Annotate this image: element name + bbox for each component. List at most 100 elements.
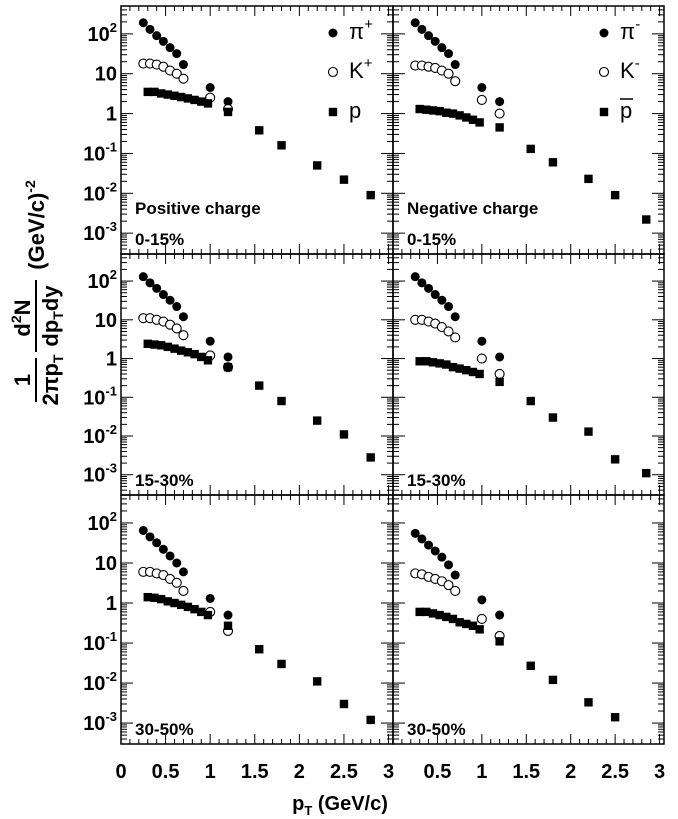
point-p-1 <box>150 340 159 349</box>
y-tick-label: 10-3 <box>83 219 117 245</box>
point-K-8 <box>494 368 505 380</box>
point-p-4 <box>170 598 179 608</box>
point-pbar-13 <box>584 698 593 707</box>
point-K-5 <box>443 68 454 79</box>
point-p-14 <box>339 430 349 439</box>
point--4 <box>165 43 175 53</box>
point--8 <box>223 352 233 362</box>
point-p-13 <box>312 161 322 170</box>
point-p-4 <box>170 344 179 353</box>
panel-centrality: 0-15% <box>135 230 184 249</box>
legend-marker-1 <box>327 66 339 78</box>
y-tick-label: 10-2 <box>83 422 117 448</box>
point--7 <box>477 83 487 93</box>
point-p-10 <box>223 362 233 372</box>
point-K-6 <box>450 332 461 343</box>
point--3 <box>158 36 168 46</box>
y-label-frac1-den: 2πpT <box>38 354 66 406</box>
point-p-7 <box>190 95 199 105</box>
point-p-0 <box>143 339 152 349</box>
point--2 <box>424 31 434 41</box>
point-p-5 <box>176 92 186 102</box>
point--3 <box>158 544 168 554</box>
point-p-12 <box>277 659 286 669</box>
y-tick-label: 1 <box>106 593 117 615</box>
point-K-5 <box>171 577 182 588</box>
point-pbar-2 <box>428 358 438 367</box>
point-K-6 <box>450 76 461 87</box>
y-tick-label: 10-2 <box>83 179 117 205</box>
point-p-8 <box>197 97 206 106</box>
point-p-8 <box>197 607 206 617</box>
legend-marker-0 <box>599 28 609 38</box>
x-tick-label: 3 <box>654 761 665 783</box>
panel-centrality: 15-30% <box>135 471 194 490</box>
panel-middle-left: 15-30% <box>120 253 394 496</box>
point-p-2 <box>156 594 166 604</box>
x-tick-label: 1 <box>476 761 487 783</box>
point-pbar-0 <box>415 357 424 366</box>
point-p-10 <box>223 107 233 117</box>
point-K-5 <box>443 326 454 337</box>
legend-marker-2 <box>599 107 609 117</box>
point-pbar-9 <box>475 369 484 379</box>
point--2 <box>152 31 162 41</box>
legend-label-0: π- <box>620 16 640 44</box>
x-tick-label: 0 <box>115 761 126 783</box>
point--5 <box>444 560 454 570</box>
y-tick-label: 10-2 <box>83 669 117 695</box>
y-label-frac2-num: d2N <box>8 299 35 336</box>
point--3 <box>430 36 440 46</box>
point-pbar-7 <box>462 366 471 375</box>
point--2 <box>424 283 434 293</box>
point-p-8 <box>197 352 206 362</box>
point--2 <box>152 538 162 548</box>
point--8 <box>495 610 505 620</box>
x-axis-label-unit: (GeV/c) <box>312 793 388 815</box>
point-pbar-8 <box>468 367 478 377</box>
point-pbar-0 <box>415 607 424 617</box>
point-pbar-2 <box>428 609 438 618</box>
legend-marker-1 <box>598 66 610 78</box>
point-pbar-6 <box>455 618 464 627</box>
point--8 <box>223 610 233 620</box>
point--4 <box>437 43 447 53</box>
point-K-6 <box>178 73 189 84</box>
point-p-7 <box>190 605 199 614</box>
point-pbar-9 <box>475 118 484 127</box>
point--5 <box>172 302 182 312</box>
y-tick-label: 10 <box>95 64 117 86</box>
point-pbar-12 <box>548 413 558 422</box>
point-p-15 <box>366 715 375 725</box>
point-K-6 <box>178 585 189 597</box>
point-p-11 <box>255 126 264 135</box>
point-K-7 <box>476 613 487 624</box>
point-pbar-1 <box>422 357 431 366</box>
legend-marker-2 <box>328 107 338 117</box>
point-pbar-8 <box>468 115 478 124</box>
point-pbar-4 <box>442 360 451 369</box>
point-p-10 <box>223 621 233 630</box>
point-p-0 <box>143 87 152 97</box>
y-tick-label: 102 <box>88 267 117 293</box>
panel-centrality: 30-50% <box>135 720 194 739</box>
point-pbar-7 <box>462 113 471 122</box>
point--4 <box>165 295 175 305</box>
x-tick-label: 0.5 <box>152 761 180 783</box>
point-K-7 <box>476 353 487 364</box>
x-tick-label: 2.5 <box>330 761 358 783</box>
axes-text-group: 10-310-210-111010210-310-210-111010210-3… <box>83 20 665 783</box>
point-p-15 <box>366 190 375 200</box>
x-tick-label: 2 <box>565 761 576 783</box>
point-K-6 <box>450 585 461 597</box>
y-label-unit: (GeV/c)-2 <box>22 180 49 270</box>
point--3 <box>430 290 440 300</box>
point-p-4 <box>170 91 179 100</box>
point-pbar-11 <box>526 396 535 406</box>
point--6 <box>450 312 460 322</box>
panel-frame <box>120 494 394 745</box>
point-pbar-14 <box>610 455 620 464</box>
point-p-3 <box>163 597 173 606</box>
